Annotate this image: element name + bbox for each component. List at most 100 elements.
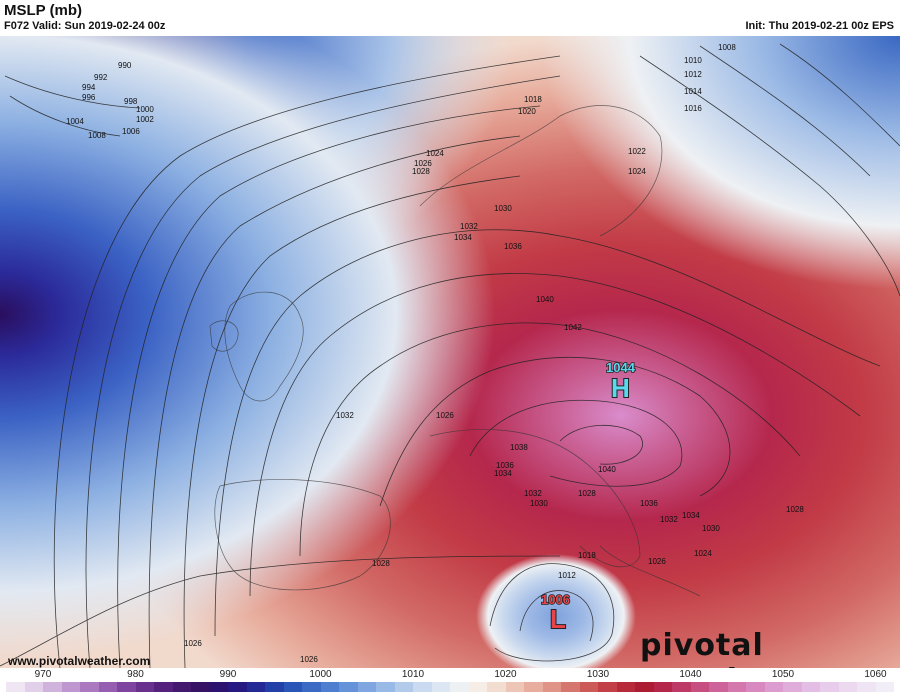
mediterranean-low-field bbox=[476, 554, 636, 668]
colorbar-swatch bbox=[24, 682, 43, 692]
colorbar-swatch bbox=[339, 682, 358, 692]
colorbar-swatch bbox=[505, 682, 524, 692]
colorbar-swatch bbox=[283, 682, 302, 692]
isobar-label: 1024 bbox=[694, 549, 712, 558]
high-center: 1044 H bbox=[605, 359, 636, 404]
isobar-label: 1036 bbox=[640, 499, 658, 508]
colorbar-tick-label: 1000 bbox=[309, 669, 332, 680]
low-center-letter: L bbox=[550, 604, 566, 634]
isobar-label: 1030 bbox=[494, 204, 512, 213]
colorbar-swatch bbox=[43, 682, 62, 692]
low-center-value: 1006 bbox=[541, 592, 570, 607]
isobar-label: 1026 bbox=[300, 655, 318, 664]
isobar-label: 1000 bbox=[136, 105, 154, 114]
isobar-label: 1030 bbox=[702, 524, 720, 533]
colorbar-tick-label: 970 bbox=[34, 669, 52, 680]
isobar-label: 1034 bbox=[454, 233, 472, 242]
isobar-label: 1040 bbox=[598, 465, 616, 474]
colorbar-swatch bbox=[635, 682, 654, 692]
isobar-label: 1036 bbox=[496, 461, 514, 470]
colorbar-swatch bbox=[228, 682, 247, 692]
colorbar-swatch bbox=[746, 682, 765, 692]
colorbar-swatch bbox=[616, 682, 635, 692]
colorbar-swatch bbox=[709, 682, 728, 692]
isobar-label: 1030 bbox=[530, 499, 548, 508]
colorbar-swatch bbox=[524, 682, 543, 692]
init-time: Init: Thu 2019-02-21 00z EPS bbox=[745, 20, 894, 32]
colorbar-swatches bbox=[6, 682, 894, 692]
isobar-label: 1034 bbox=[682, 511, 700, 520]
colorbar-swatch bbox=[690, 682, 709, 692]
isobar-label: 1012 bbox=[684, 70, 702, 79]
colorbar-swatch bbox=[191, 682, 210, 692]
colorbar-swatch bbox=[394, 682, 413, 692]
isobar-label: 1028 bbox=[786, 505, 804, 514]
isobar-label: 1022 bbox=[628, 147, 646, 156]
colorbar-swatch bbox=[246, 682, 265, 692]
isobar-label: 1032 bbox=[660, 515, 678, 524]
isobar-label: 1038 bbox=[510, 443, 528, 452]
colorbar-swatch bbox=[875, 682, 894, 692]
isobar-label: 990 bbox=[118, 61, 132, 70]
colorbar-tick-label: 1020 bbox=[494, 669, 517, 680]
isobar-label: 1026 bbox=[414, 159, 432, 168]
colorbar-swatch bbox=[820, 682, 839, 692]
isobar-label: 1036 bbox=[504, 242, 522, 251]
colorbar-swatch bbox=[413, 682, 432, 692]
isobar-label: 1018 bbox=[578, 551, 596, 560]
high-center-letter: H bbox=[611, 373, 630, 403]
isobar-lines bbox=[0, 43, 900, 668]
isobar-label: 1014 bbox=[684, 87, 702, 96]
isobar-label: 1006 bbox=[122, 127, 140, 136]
isobar-label: 1026 bbox=[184, 639, 202, 648]
isobar-label: 994 bbox=[82, 83, 96, 92]
isobar-label-group: 990 992 994 996 998 1000 1002 1004 1006 … bbox=[66, 43, 804, 664]
website-link[interactable]: www.pivotalweather.com bbox=[8, 654, 151, 668]
isobar-label: 1024 bbox=[426, 149, 444, 158]
colorbar-swatch bbox=[561, 682, 580, 692]
isobar-label: 1026 bbox=[648, 557, 666, 566]
isobar-label: 1008 bbox=[88, 131, 106, 140]
colorbar-swatch bbox=[764, 682, 783, 692]
isobar-label: 1020 bbox=[518, 107, 536, 116]
isobar-label: 1008 bbox=[718, 43, 736, 52]
colorbar-tick-label: 990 bbox=[219, 669, 237, 680]
colorbar-labels: 970 980 990 1000 1010 1020 1030 1040 1050 1060 bbox=[0, 668, 900, 681]
colorbar-tick-label: 1030 bbox=[586, 669, 610, 680]
header: MSLP (mb) F072 Valid: Sun 2019-02-24 00z… bbox=[0, 0, 900, 36]
colorbar-swatch bbox=[598, 682, 617, 692]
colorbar-swatch bbox=[857, 682, 876, 692]
colorbar-swatch bbox=[172, 682, 191, 692]
isobar-label: 1028 bbox=[578, 489, 596, 498]
isobar-label: 1040 bbox=[536, 295, 554, 304]
map-title: MSLP (mb) bbox=[4, 2, 83, 19]
colorbar-swatch bbox=[135, 682, 154, 692]
high-center-value: 1044 bbox=[606, 360, 636, 375]
isobar-label: 1024 bbox=[628, 167, 646, 176]
colorbar-swatch bbox=[154, 682, 173, 692]
coastlines bbox=[209, 105, 701, 597]
isobar-label: 998 bbox=[124, 97, 138, 106]
isobar-label: 996 bbox=[82, 93, 96, 102]
colorbar-tick-label: 1060 bbox=[864, 669, 887, 680]
colorbar-swatch bbox=[302, 682, 321, 692]
valid-time: F072 Valid: Sun 2019-02-24 00z bbox=[4, 20, 166, 32]
isobar-label: 1012 bbox=[558, 571, 576, 580]
colorbar-swatch bbox=[431, 682, 450, 692]
isobar-label: 1002 bbox=[136, 115, 154, 124]
colorbar-tick-label: 1040 bbox=[679, 669, 702, 680]
isobar-label: 1016 bbox=[684, 104, 702, 113]
colorbar-swatch bbox=[468, 682, 487, 692]
isobar-label: 1032 bbox=[336, 411, 354, 420]
colorbar-tick-label: 1050 bbox=[771, 669, 795, 680]
isobar-label: 1042 bbox=[564, 323, 582, 332]
isobar-label: 1034 bbox=[494, 469, 512, 478]
colorbar-swatch bbox=[801, 682, 820, 692]
pressure-map-svg: 990 992 994 996 998 1000 1002 1004 1006 … bbox=[0, 36, 900, 668]
isobar-label: 1018 bbox=[524, 95, 542, 104]
colorbar-swatch bbox=[450, 682, 469, 692]
colorbar-swatch bbox=[838, 682, 857, 692]
colorbar-swatch bbox=[783, 682, 802, 692]
colorbar-swatch bbox=[579, 682, 598, 692]
isobar-label: 1032 bbox=[460, 222, 478, 231]
